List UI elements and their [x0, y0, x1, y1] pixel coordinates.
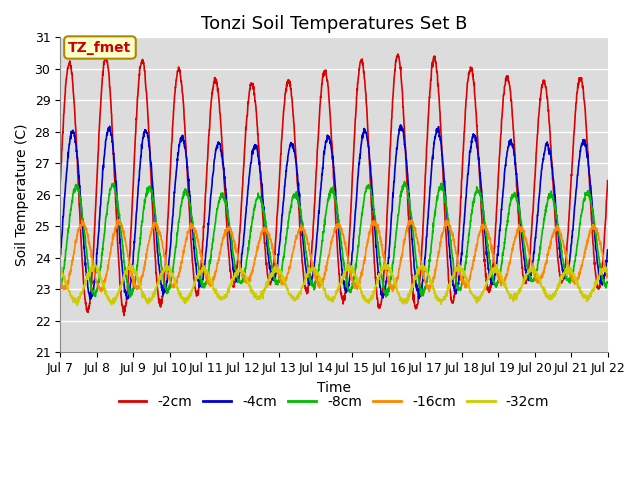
-4cm — [86, 297, 94, 302]
-2cm — [571, 116, 579, 121]
-8cm — [401, 179, 408, 184]
-32cm — [604, 266, 611, 272]
-4cm — [397, 122, 404, 128]
-2cm — [394, 51, 402, 57]
-16cm — [604, 273, 611, 278]
-32cm — [209, 287, 217, 292]
-16cm — [115, 216, 123, 222]
-16cm — [362, 245, 370, 251]
Line: -4cm: -4cm — [60, 125, 607, 300]
-8cm — [382, 294, 390, 300]
-8cm — [209, 239, 217, 245]
-4cm — [362, 129, 369, 134]
-2cm — [604, 178, 611, 183]
-4cm — [493, 252, 501, 257]
-4cm — [571, 202, 579, 208]
-32cm — [493, 269, 501, 275]
-8cm — [56, 283, 64, 288]
-2cm — [209, 84, 217, 90]
-16cm — [350, 283, 358, 289]
-8cm — [493, 279, 501, 285]
-8cm — [604, 279, 611, 285]
-4cm — [556, 244, 564, 250]
-32cm — [362, 296, 370, 302]
-16cm — [209, 274, 217, 280]
-32cm — [571, 274, 579, 280]
Y-axis label: Soil Temperature (C): Soil Temperature (C) — [15, 123, 29, 266]
Line: -16cm: -16cm — [60, 219, 607, 292]
-4cm — [350, 230, 358, 236]
-2cm — [362, 89, 369, 95]
-32cm — [56, 266, 64, 272]
-8cm — [362, 189, 369, 194]
Line: -32cm: -32cm — [60, 264, 607, 305]
-8cm — [571, 258, 579, 264]
Title: Tonzi Soil Temperatures Set B: Tonzi Soil Temperatures Set B — [201, 15, 467, 33]
Line: -8cm: -8cm — [60, 181, 607, 297]
-2cm — [350, 144, 358, 150]
-2cm — [56, 180, 64, 186]
-8cm — [349, 281, 357, 287]
-2cm — [493, 194, 501, 200]
-8cm — [556, 235, 564, 241]
Legend: -2cm, -4cm, -8cm, -16cm, -32cm: -2cm, -4cm, -8cm, -16cm, -32cm — [113, 389, 555, 415]
-2cm — [120, 312, 128, 318]
Line: -2cm: -2cm — [60, 54, 607, 315]
-16cm — [571, 281, 579, 287]
-32cm — [556, 279, 564, 285]
-32cm — [350, 269, 358, 275]
-16cm — [556, 227, 564, 233]
Text: TZ_fmet: TZ_fmet — [68, 40, 132, 55]
X-axis label: Time: Time — [317, 381, 351, 395]
-2cm — [556, 272, 564, 277]
-16cm — [97, 289, 105, 295]
-16cm — [493, 273, 501, 278]
-4cm — [209, 171, 217, 177]
-4cm — [56, 254, 64, 260]
-4cm — [604, 247, 611, 253]
-32cm — [74, 302, 81, 308]
-16cm — [56, 277, 64, 283]
-32cm — [91, 261, 99, 267]
